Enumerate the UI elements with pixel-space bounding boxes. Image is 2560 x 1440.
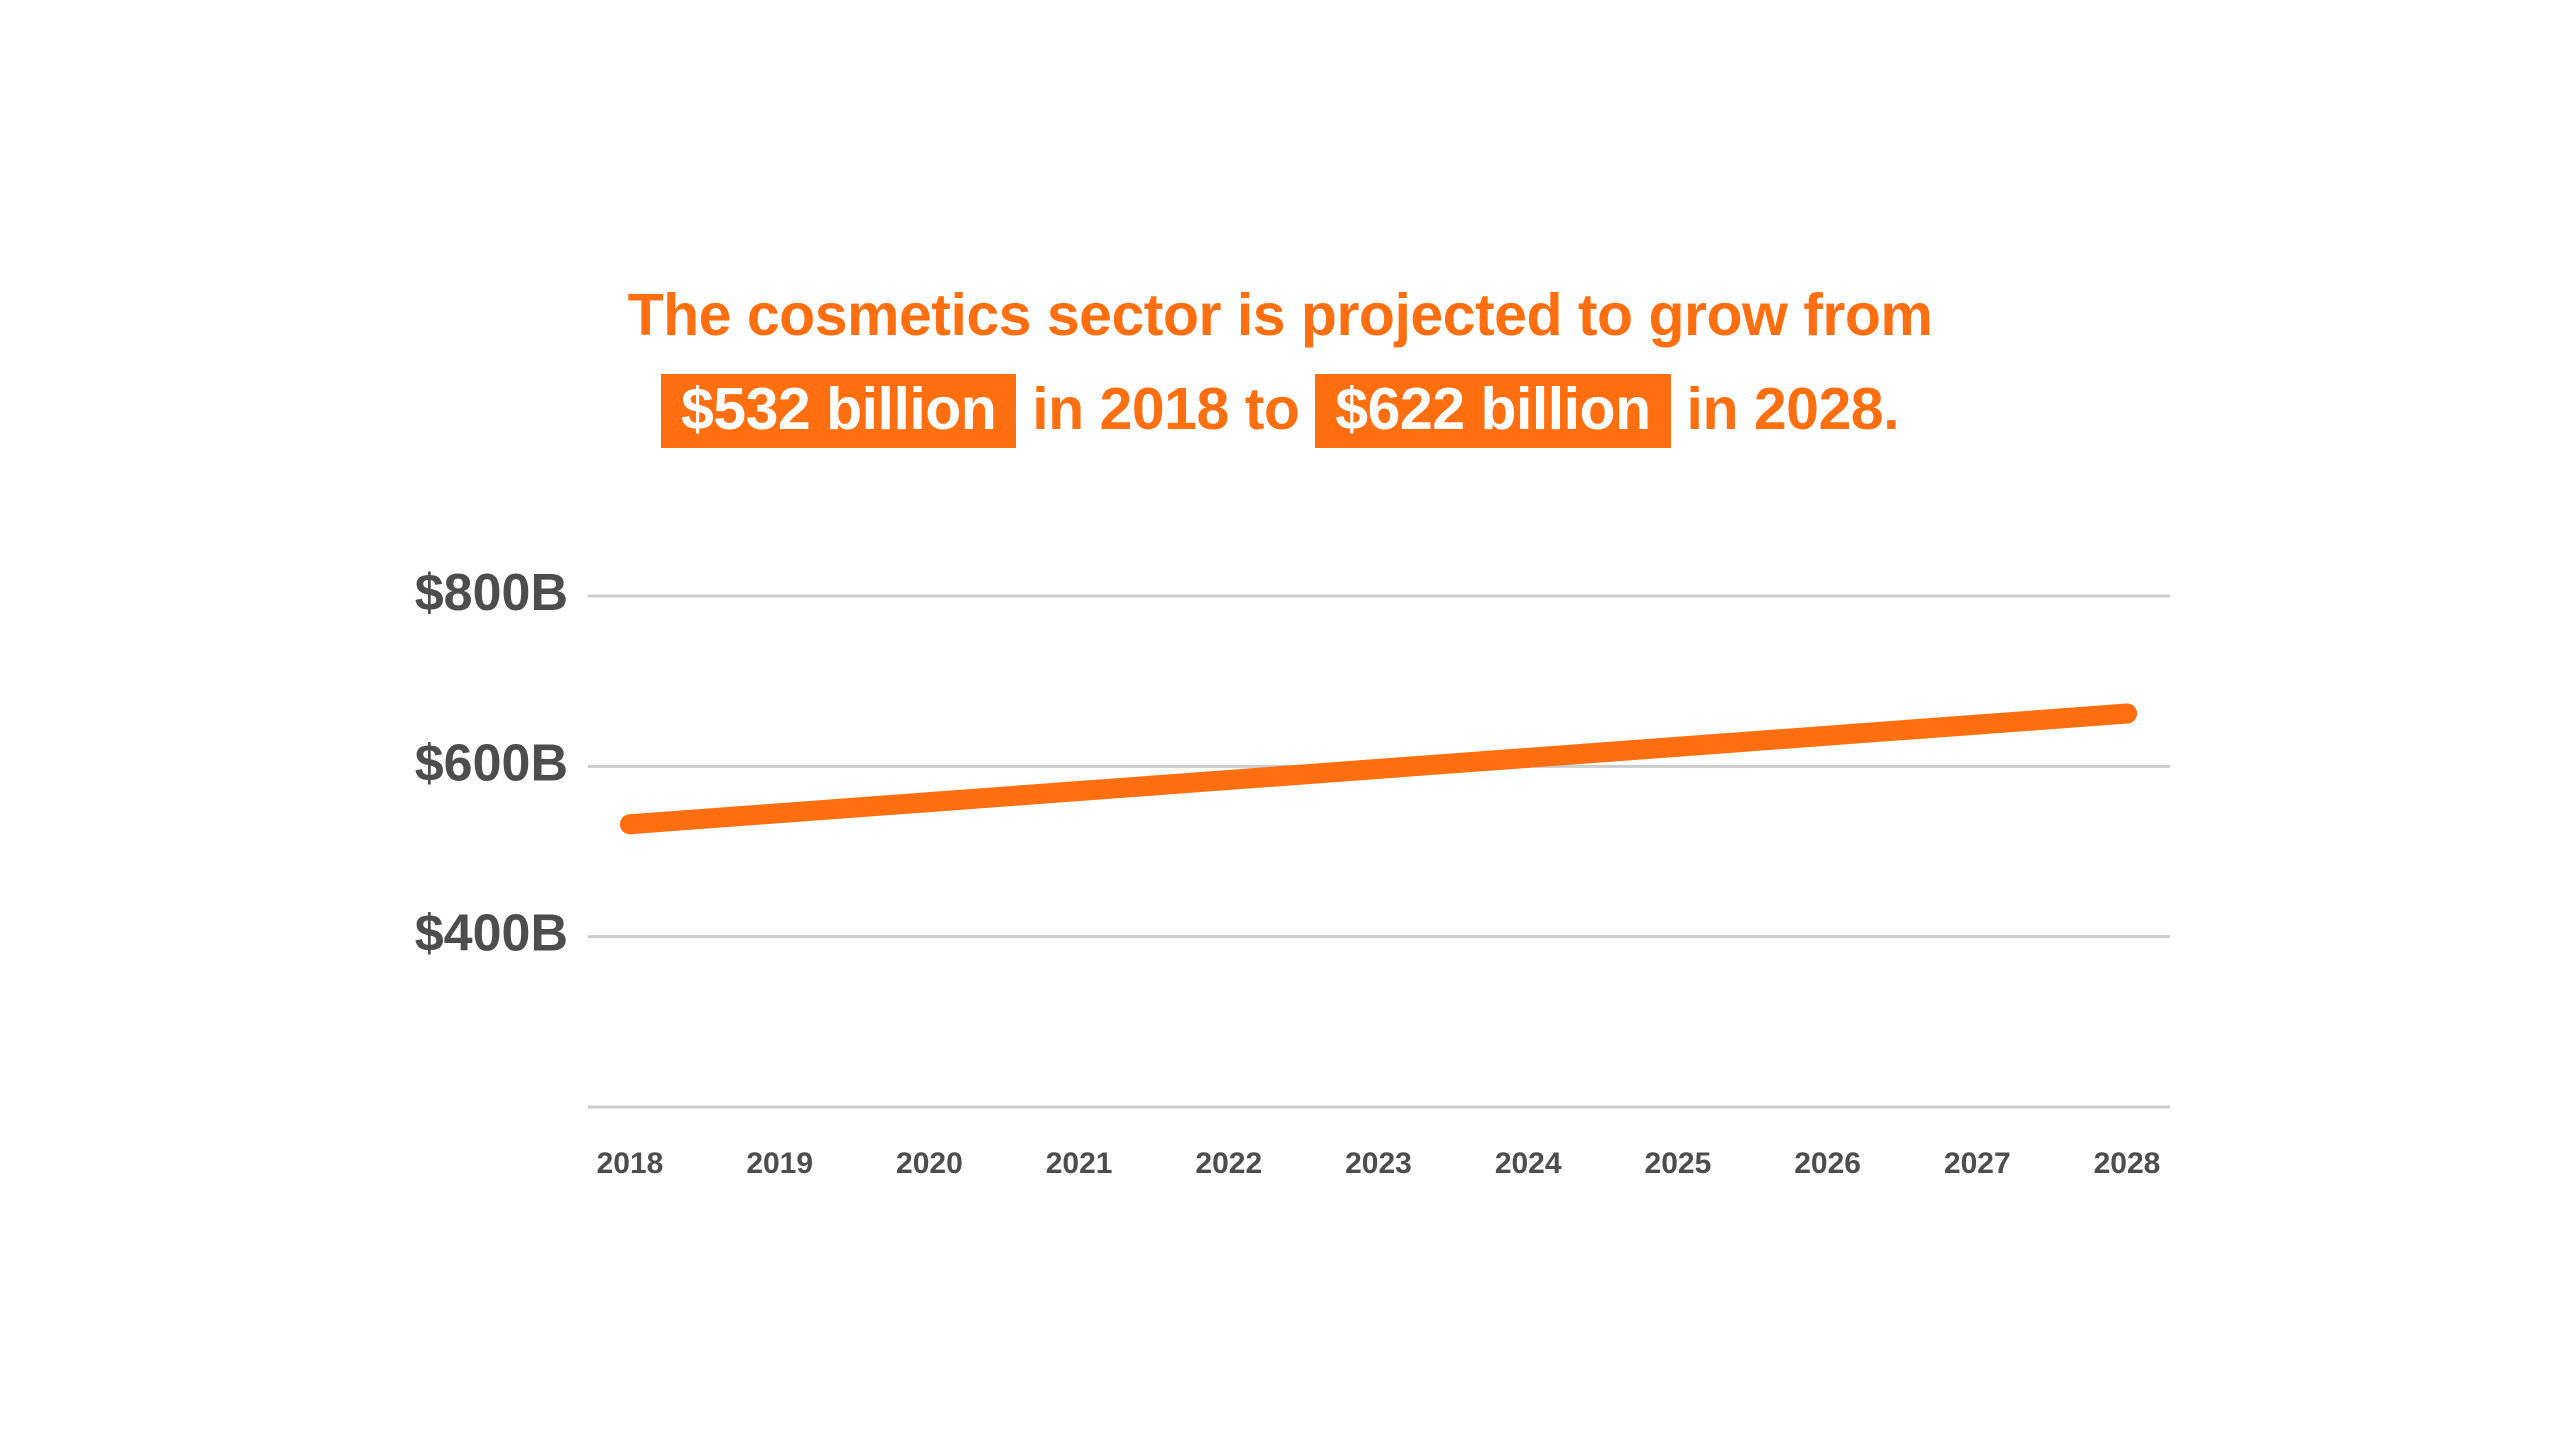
data-point: [2117, 703, 2137, 724]
headline-highlight-end: $622 billion: [1315, 374, 1671, 448]
headline-text-1: The cosmetics sector is projected to gro…: [627, 282, 1933, 348]
x-tick-label: 2022: [1195, 1147, 1262, 1180]
data-point: [1518, 747, 1539, 768]
y-axis-ticks: $800B $600B $400B: [415, 564, 568, 963]
x-tick-label: 2020: [896, 1147, 963, 1180]
x-axis-ticks: 2018 2019 2020 2021 2022 2023 2024 2025 2026 2027…: [597, 1147, 2161, 1180]
data-point: [620, 814, 640, 835]
series-layer: [620, 703, 2137, 835]
x-tick-label: 2023: [1345, 1147, 1412, 1180]
x-tick-label: 2027: [1944, 1147, 2011, 1180]
headline-text-mid: in 2018 to: [1032, 376, 1300, 442]
data-point: [1368, 758, 1389, 779]
data-point: [769, 803, 790, 824]
chart-headline: The cosmetics sector is projected to gro…: [0, 268, 2560, 456]
y-tick-label: $600B: [415, 734, 568, 792]
data-point: [1667, 736, 1688, 757]
headline-line-1: The cosmetics sector is projected to gro…: [0, 268, 2560, 362]
y-tick-label: $800B: [415, 564, 568, 622]
x-tick-label: 2025: [1645, 1147, 1712, 1180]
y-tick-label: $400B: [415, 905, 568, 963]
x-tick-label: 2018: [597, 1147, 664, 1180]
data-point: [1069, 781, 1090, 802]
headline-highlight-start: $532 billion: [660, 374, 1017, 448]
headline-line-2: $532 billion in 2018 to $622 billion in …: [0, 362, 2560, 456]
data-point: [1967, 714, 1988, 735]
headline-text-tail: in 2028.: [1686, 376, 1900, 442]
x-tick-label: 2026: [1794, 1147, 1861, 1180]
gridlines: [588, 594, 2170, 1109]
x-tick-label: 2028: [2094, 1147, 2161, 1180]
x-tick-label: 2021: [1046, 1147, 1113, 1180]
data-point: [919, 792, 940, 813]
data-point: [1817, 725, 1838, 746]
x-tick-label: 2019: [746, 1147, 813, 1180]
data-point: [1218, 769, 1239, 790]
x-tick-label: 2024: [1495, 1147, 1562, 1180]
